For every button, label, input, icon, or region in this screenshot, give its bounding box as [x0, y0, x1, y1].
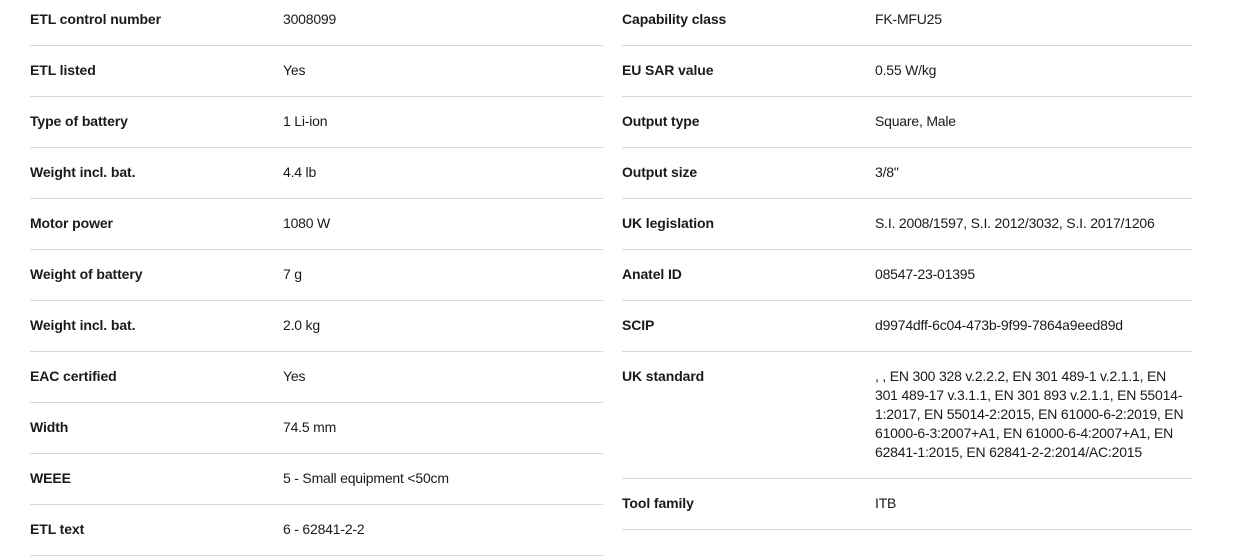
spec-row: UK legislation S.I. 2008/1597, S.I. 2012/… [622, 199, 1192, 250]
spec-label: ETL control number [30, 11, 161, 27]
spec-label: Weight incl. bat. [30, 164, 136, 180]
spec-label: EU SAR value [622, 62, 714, 78]
spec-label: Output type [622, 113, 700, 129]
spec-row: Motor power 1080 W [30, 199, 603, 250]
spec-label: Width [30, 419, 69, 435]
spec-row: ETL listed Yes [30, 46, 603, 97]
spec-value: 3008099 [283, 11, 337, 27]
spec-value: 6 - 62841-2-2 [283, 521, 365, 537]
spec-label: Output size [622, 164, 698, 180]
spec-label: Capability class [622, 11, 727, 27]
spec-row: Weight incl. bat. 2.0 kg [30, 301, 603, 352]
spec-value: d9974dff-6c04-473b-9f99-7864a9eed89d [875, 317, 1123, 333]
spec-label: Tool family [622, 495, 694, 511]
spec-value: S.I. 2008/1597, S.I. 2012/3032, S.I. 201… [875, 215, 1155, 231]
spec-value: 0.55 W/kg [875, 62, 937, 78]
spec-row: Output type Square, Male [622, 97, 1192, 148]
spec-value: 2.0 kg [283, 317, 320, 333]
spec-value: Yes [283, 368, 306, 384]
spec-row: WEEE 5 - Small equipment <50cm [30, 454, 603, 505]
spec-row: Output size 3/8" [622, 148, 1192, 199]
spec-row: SCIP d9974dff-6c04-473b-9f99-7864a9eed89d [622, 301, 1192, 352]
spec-label: Anatel ID [622, 266, 682, 282]
spec-value: 7 g [283, 266, 302, 282]
spec-value: 5 - Small equipment <50cm [283, 470, 449, 486]
spec-value: , , EN 300 328 v.2.2.2, EN 301 489-1 v.2… [875, 368, 1184, 460]
spec-label: UK legislation [622, 215, 714, 231]
spec-label: Type of battery [30, 113, 128, 129]
spec-row: Width 74.5 mm [30, 403, 603, 454]
spec-column-left: ETL control number 3008099 ETL listed Yes Ty… [30, 0, 603, 556]
spec-row: EAC certified Yes [30, 352, 603, 403]
spec-row: UK standard , , EN 300 328 v.2.2.2, EN 30… [622, 352, 1192, 479]
spec-value: Yes [283, 62, 306, 78]
spec-value: Square, Male [875, 113, 956, 129]
spec-row: ETL control number 3008099 [30, 0, 603, 46]
spec-value: 4.4 lb [283, 164, 317, 180]
spec-label: ETL listed [30, 62, 96, 78]
spec-label: Weight of battery [30, 266, 143, 282]
spec-label: UK standard [622, 368, 705, 384]
spec-value: 1 Li-ion [283, 113, 328, 129]
spec-row: EU SAR value 0.55 W/kg [622, 46, 1192, 97]
spec-label: EAC certified [30, 368, 117, 384]
spec-row: Weight of battery 7 g [30, 250, 603, 301]
spec-value: 74.5 mm [283, 419, 337, 435]
spec-value: 1080 W [283, 215, 331, 231]
spec-value: 3/8" [875, 164, 899, 180]
spec-value: FK-MFU25 [875, 11, 942, 27]
spec-value: ITB [875, 495, 897, 511]
spec-label: ETL text [30, 521, 85, 537]
spec-label: Motor power [30, 215, 113, 231]
spec-column-right: Capability class FK-MFU25 EU SAR value 0.55… [622, 0, 1192, 530]
spec-value: 08547-23-01395 [875, 266, 975, 282]
spec-label: SCIP [622, 317, 655, 333]
spec-row: Anatel ID 08547-23-01395 [622, 250, 1192, 301]
spec-label: Weight incl. bat. [30, 317, 136, 333]
spec-row: ETL text 6 - 62841-2-2 [30, 505, 603, 556]
spec-row: Weight incl. bat. 4.4 lb [30, 148, 603, 199]
spec-row: Type of battery 1 Li-ion [30, 97, 603, 148]
spec-row: Tool family ITB [622, 479, 1192, 530]
spec-label: WEEE [30, 470, 71, 486]
spec-row: Capability class FK-MFU25 [622, 0, 1192, 46]
